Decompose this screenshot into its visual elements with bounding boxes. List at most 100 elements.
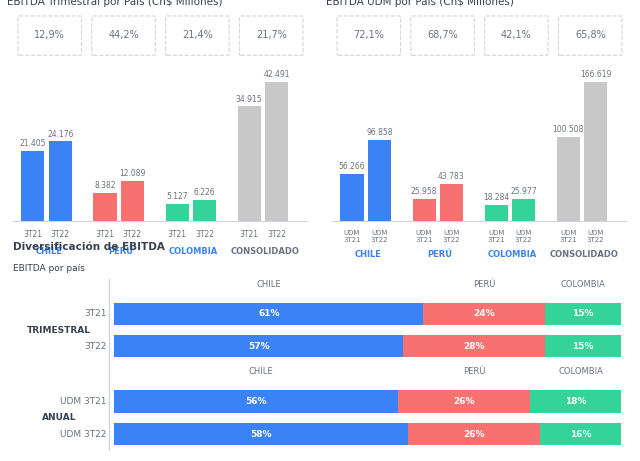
Text: 96.858: 96.858 — [366, 128, 392, 137]
Text: 24.176: 24.176 — [47, 130, 74, 139]
FancyBboxPatch shape — [411, 16, 474, 55]
Text: CHILE: CHILE — [257, 280, 281, 289]
Text: CHILE: CHILE — [249, 367, 273, 377]
Text: 166.619: 166.619 — [580, 70, 611, 79]
Text: 26%: 26% — [463, 430, 485, 439]
Text: PERÚ: PERÚ — [473, 280, 495, 289]
Bar — [557, 137, 580, 220]
Bar — [265, 82, 288, 220]
Bar — [121, 181, 144, 220]
Text: 34.915: 34.915 — [236, 95, 262, 104]
Text: PERÚ: PERÚ — [108, 247, 133, 256]
Text: COLOMBIA: COLOMBIA — [558, 367, 603, 377]
Text: 12.089: 12.089 — [119, 169, 145, 178]
Text: 25.977: 25.977 — [510, 187, 537, 196]
Text: COLOMBIA: COLOMBIA — [561, 280, 605, 289]
Bar — [530, 390, 621, 413]
Text: CHILE: CHILE — [355, 250, 381, 259]
Text: 21.405: 21.405 — [20, 139, 46, 148]
Bar — [166, 204, 189, 220]
Text: CONSOLIDADO: CONSOLIDADO — [550, 250, 618, 259]
Text: CHILE: CHILE — [35, 247, 62, 256]
Bar — [398, 390, 530, 413]
Text: 5.127: 5.127 — [166, 192, 188, 201]
Text: 26%: 26% — [453, 397, 475, 406]
Bar — [403, 335, 545, 357]
Text: 58%: 58% — [250, 430, 272, 439]
Text: 3T22: 3T22 — [267, 230, 286, 239]
Text: TRIMESTRAL: TRIMESTRAL — [27, 325, 91, 335]
Bar — [114, 423, 408, 445]
Bar — [22, 151, 45, 220]
Text: EBITDA UDM por País (Ch$ Millones): EBITDA UDM por País (Ch$ Millones) — [326, 0, 514, 7]
Text: 3T21: 3T21 — [95, 230, 115, 239]
Bar — [484, 205, 508, 220]
Text: 72,1%: 72,1% — [353, 30, 384, 40]
Text: 3T22: 3T22 — [84, 342, 107, 350]
Text: 21,7%: 21,7% — [256, 30, 287, 40]
Bar — [93, 193, 116, 220]
FancyBboxPatch shape — [18, 16, 81, 55]
Text: 3T21: 3T21 — [24, 230, 42, 239]
Text: 24%: 24% — [474, 309, 495, 319]
FancyBboxPatch shape — [239, 16, 303, 55]
FancyBboxPatch shape — [484, 16, 548, 55]
Text: CONSOLIDADO: CONSOLIDADO — [230, 247, 300, 256]
Text: 61%: 61% — [258, 309, 280, 319]
Text: 43.783: 43.783 — [438, 172, 465, 181]
Text: 28%: 28% — [463, 342, 485, 350]
Text: UDM
3T22: UDM 3T22 — [371, 230, 388, 243]
Text: 57%: 57% — [248, 342, 269, 350]
Bar — [413, 199, 436, 220]
Text: UDM
3T22: UDM 3T22 — [443, 230, 460, 243]
Text: PERÚ: PERÚ — [428, 250, 452, 259]
Text: 18%: 18% — [564, 397, 586, 406]
Text: Diversificación de EBITDA: Diversificación de EBITDA — [13, 242, 164, 253]
Text: 3T22: 3T22 — [195, 230, 214, 239]
Bar — [114, 303, 424, 325]
Bar — [49, 142, 72, 220]
Text: UDM
3T22: UDM 3T22 — [587, 230, 604, 243]
FancyBboxPatch shape — [166, 16, 229, 55]
Text: UDM
3T21: UDM 3T21 — [343, 230, 361, 243]
Bar — [424, 303, 545, 325]
Bar — [340, 174, 364, 220]
Text: 65,8%: 65,8% — [575, 30, 605, 40]
Bar — [114, 390, 398, 413]
Text: EBITDA Trimestral por País (Ch$ Millones): EBITDA Trimestral por País (Ch$ Millones… — [7, 0, 222, 7]
Bar — [408, 423, 540, 445]
Bar — [584, 82, 607, 220]
Text: UDM
3T21: UDM 3T21 — [487, 230, 505, 243]
Bar — [545, 335, 621, 357]
Bar — [193, 200, 216, 220]
Text: 56%: 56% — [245, 397, 267, 406]
Bar — [114, 335, 403, 357]
Text: 42.491: 42.491 — [263, 70, 290, 79]
Text: 68,7%: 68,7% — [428, 30, 458, 40]
Text: 3T22: 3T22 — [51, 230, 70, 239]
Text: 42,1%: 42,1% — [501, 30, 532, 40]
Text: 44,2%: 44,2% — [108, 30, 139, 40]
Text: 25.958: 25.958 — [411, 187, 437, 196]
Text: 21,4%: 21,4% — [182, 30, 212, 40]
Text: 3T21: 3T21 — [168, 230, 187, 239]
Bar — [540, 423, 621, 445]
Text: 8.382: 8.382 — [94, 181, 116, 190]
Text: COLOMBIA: COLOMBIA — [168, 247, 218, 256]
Bar — [237, 106, 260, 220]
Text: UDM 3T22: UDM 3T22 — [60, 430, 107, 439]
Text: 12,9%: 12,9% — [35, 30, 65, 40]
Text: 18.284: 18.284 — [483, 194, 509, 202]
Text: UDM
3T22: UDM 3T22 — [515, 230, 532, 243]
Text: 100.508: 100.508 — [552, 125, 584, 134]
Text: UDM
3T21: UDM 3T21 — [415, 230, 433, 243]
Text: 3T21: 3T21 — [84, 309, 107, 319]
Bar — [368, 140, 391, 220]
Bar — [440, 184, 463, 220]
Bar — [545, 303, 621, 325]
Text: UDM
3T21: UDM 3T21 — [559, 230, 577, 243]
Text: 3T22: 3T22 — [123, 230, 142, 239]
Text: 15%: 15% — [572, 309, 594, 319]
Text: 16%: 16% — [570, 430, 591, 439]
Bar — [512, 199, 535, 220]
